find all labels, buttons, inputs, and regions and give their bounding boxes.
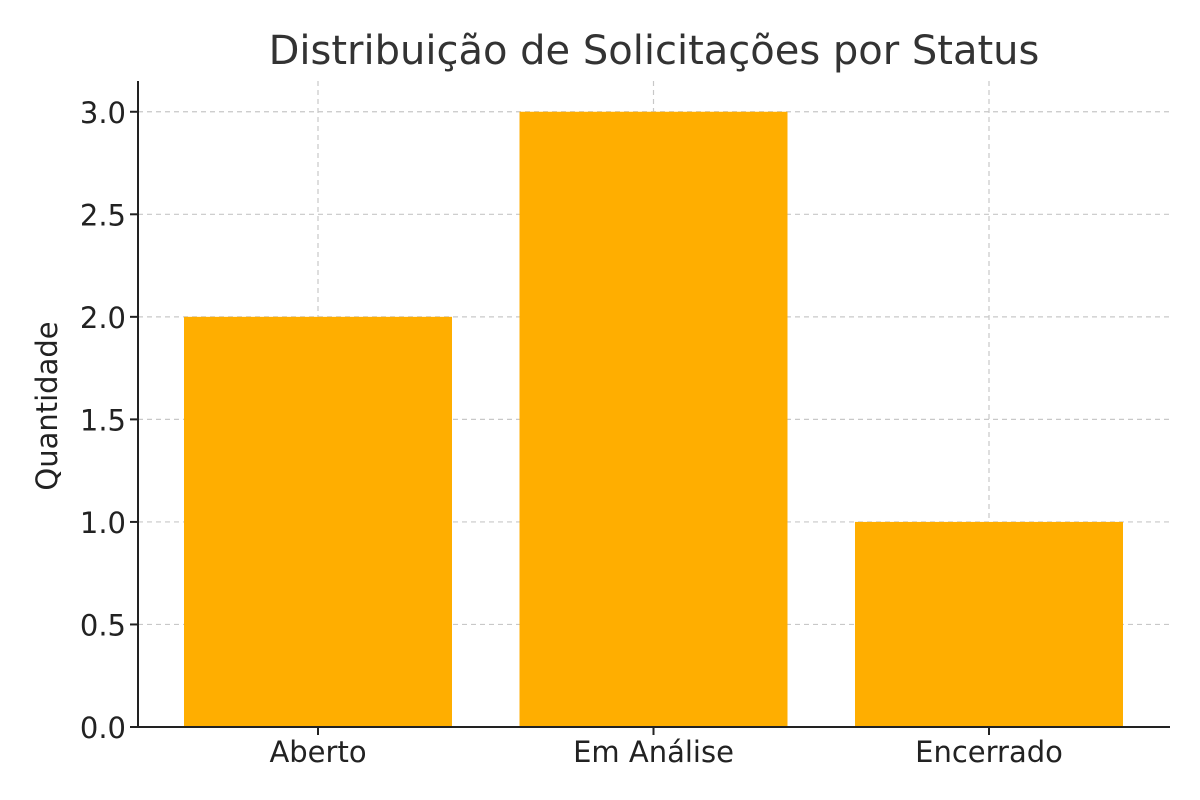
- y-ticks: 0.0 0.5 1.0 1.5 2.0 2.5 3.0: [80, 96, 138, 745]
- x-ticks: Aberto Em Análise Encerrado: [269, 727, 1063, 769]
- x-tick-label: Em Análise: [573, 735, 734, 769]
- x-tick-label: Aberto: [269, 735, 366, 769]
- y-tick-label: 1.0: [80, 506, 126, 540]
- y-tick-label: 0.0: [80, 711, 126, 745]
- y-tick-label: 2.0: [80, 301, 126, 335]
- y-tick-label: 1.5: [80, 403, 126, 437]
- y-axis-title: Quantidade: [30, 321, 64, 490]
- bars: [184, 111, 1123, 727]
- y-tick-label: 0.5: [80, 608, 126, 642]
- x-tick-label: Encerrado: [915, 735, 1063, 769]
- bar-em-an-lise: [519, 111, 788, 727]
- bar-aberto: [184, 316, 452, 727]
- bar-encerrado: [855, 521, 1123, 727]
- y-tick-label: 3.0: [80, 96, 126, 130]
- chart-title: Distribuição de Solicitações por Status: [269, 28, 1040, 74]
- y-tick-label: 2.5: [80, 198, 126, 232]
